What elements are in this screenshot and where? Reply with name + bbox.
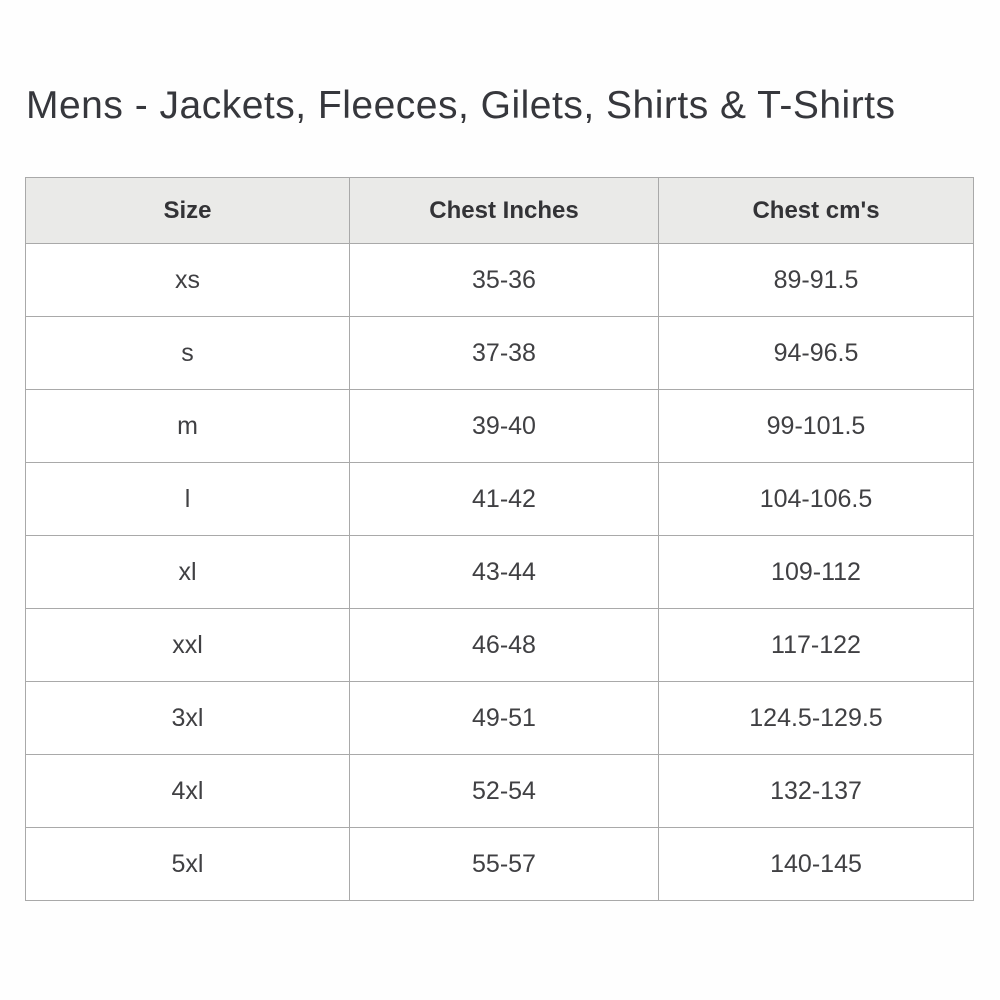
chest-cms-cell: 132-137 (658, 754, 974, 828)
page-title: Mens - Jackets, Fleeces, Gilets, Shirts … (26, 84, 896, 127)
table-row: xxl 46-48 117-122 (25, 608, 974, 682)
chest-inches-cell: 43-44 (349, 535, 659, 609)
table-row: xs 35-36 89-91.5 (25, 243, 974, 317)
size-cell: xs (25, 243, 350, 317)
size-cell: s (25, 316, 350, 390)
chest-inches-cell: 39-40 (349, 389, 659, 463)
chest-inches-cell: 46-48 (349, 608, 659, 682)
chest-cms-cell: 89-91.5 (658, 243, 974, 317)
chest-inches-cell: 55-57 (349, 827, 659, 901)
table-row: l 41-42 104-106.5 (25, 462, 974, 536)
chest-cms-cell: 140-145 (658, 827, 974, 901)
table-row: 5xl 55-57 140-145 (25, 827, 974, 901)
chest-inches-cell: 41-42 (349, 462, 659, 536)
size-cell: 5xl (25, 827, 350, 901)
size-chart-table: Size Chest Inches Chest cm's xs 35-36 89… (25, 177, 974, 901)
size-cell: m (25, 389, 350, 463)
chest-cms-cell: 124.5-129.5 (658, 681, 974, 755)
table-row: xl 43-44 109-112 (25, 535, 974, 609)
chest-inches-cell: 37-38 (349, 316, 659, 390)
header-chest-cms: Chest cm's (658, 177, 974, 244)
size-cell: 3xl (25, 681, 350, 755)
table-header-row: Size Chest Inches Chest cm's (25, 177, 974, 244)
table-row: s 37-38 94-96.5 (25, 316, 974, 390)
chest-cms-cell: 104-106.5 (658, 462, 974, 536)
chest-cms-cell: 94-96.5 (658, 316, 974, 390)
table-row: m 39-40 99-101.5 (25, 389, 974, 463)
chest-cms-cell: 99-101.5 (658, 389, 974, 463)
header-size: Size (25, 177, 350, 244)
chest-inches-cell: 35-36 (349, 243, 659, 317)
table-row: 3xl 49-51 124.5-129.5 (25, 681, 974, 755)
header-chest-inches: Chest Inches (349, 177, 659, 244)
size-cell: xl (25, 535, 350, 609)
chest-inches-cell: 52-54 (349, 754, 659, 828)
chest-cms-cell: 117-122 (658, 608, 974, 682)
table-row: 4xl 52-54 132-137 (25, 754, 974, 828)
chest-cms-cell: 109-112 (658, 535, 974, 609)
chest-inches-cell: 49-51 (349, 681, 659, 755)
size-cell: xxl (25, 608, 350, 682)
size-cell: l (25, 462, 350, 536)
size-cell: 4xl (25, 754, 350, 828)
